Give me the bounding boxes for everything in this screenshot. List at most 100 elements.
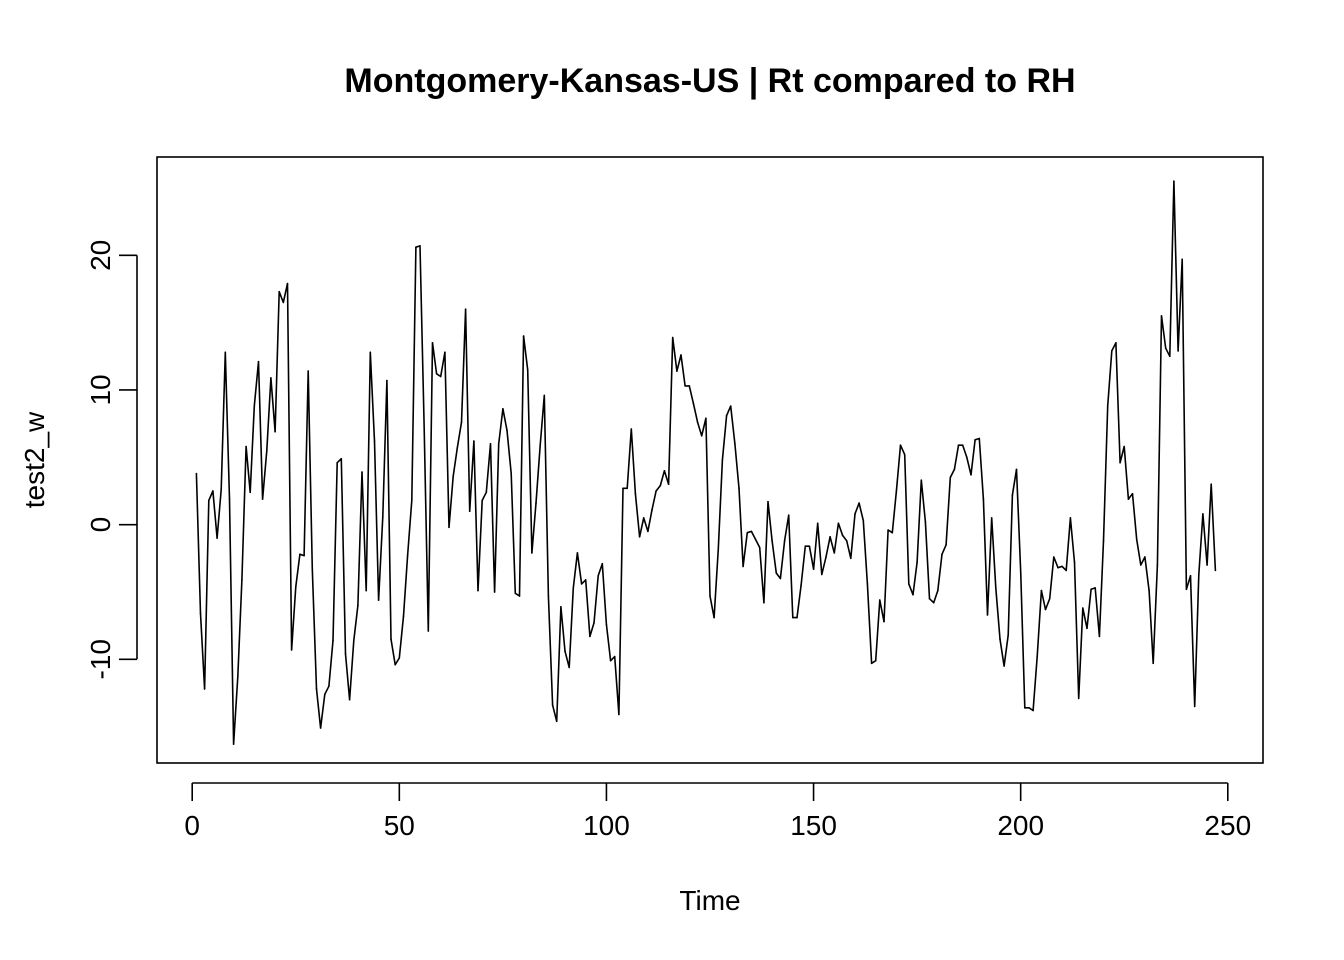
data-point: [1073, 561, 1076, 564]
data-point: [613, 655, 616, 658]
data-point: [659, 484, 662, 487]
data-point: [299, 553, 301, 556]
data-point: [642, 517, 645, 519]
data-point: [1140, 564, 1142, 566]
data-point: [1111, 350, 1113, 352]
x-tick-label: 250: [1204, 810, 1251, 841]
data-point: [705, 417, 707, 420]
data-point: [431, 342, 434, 344]
data-point: [539, 444, 541, 447]
data-point: [609, 659, 612, 662]
data-point: [394, 663, 397, 666]
data-point: [1214, 569, 1217, 572]
data-point: [746, 531, 749, 534]
data-point: [593, 622, 595, 624]
data-point: [1007, 634, 1009, 636]
data-point: [850, 557, 852, 560]
data-point: [249, 491, 251, 494]
data-point: [497, 443, 500, 445]
data-point: [340, 457, 343, 460]
data-point: [816, 522, 819, 525]
data-point: [224, 351, 227, 354]
data-point: [887, 529, 889, 531]
data-point: [580, 583, 583, 585]
data-point: [514, 592, 517, 595]
data-point: [522, 335, 525, 337]
data-point: [208, 499, 210, 502]
data-point: [493, 591, 496, 593]
data-point: [448, 526, 450, 529]
data-point: [709, 595, 711, 597]
data-point: [721, 459, 724, 461]
data-point: [398, 657, 401, 659]
data-point: [1102, 540, 1105, 542]
data-point: [1148, 589, 1150, 592]
data-point: [307, 370, 310, 372]
data-point: [879, 599, 881, 601]
data-point: [986, 614, 989, 616]
data-point: [1127, 498, 1130, 500]
data-point: [1119, 461, 1121, 464]
data-point: [1115, 342, 1117, 344]
data-point: [995, 587, 997, 589]
data-point: [961, 444, 964, 447]
data-point: [1011, 494, 1014, 496]
data-point: [353, 639, 355, 642]
data-point: [1210, 483, 1212, 486]
data-point: [282, 301, 285, 304]
data-point: [945, 544, 947, 546]
data-point: [1032, 709, 1034, 712]
data-point: [792, 616, 794, 619]
data-point: [253, 405, 256, 407]
data-point: [651, 509, 653, 511]
x-tick-label: 50: [384, 810, 415, 841]
data-point: [481, 499, 484, 502]
data-point: [266, 449, 268, 452]
data-point: [1069, 517, 1072, 519]
data-point: [729, 405, 732, 407]
data-point: [1173, 180, 1175, 182]
data-point: [203, 688, 206, 690]
data-point: [489, 443, 492, 445]
data-point: [895, 490, 898, 492]
data-point: [680, 354, 682, 356]
data-point: [1061, 565, 1063, 568]
data-point: [456, 447, 459, 449]
data-point: [1044, 608, 1047, 611]
data-point: [634, 492, 637, 495]
data-point: [241, 579, 243, 581]
data-point: [1131, 492, 1134, 495]
data-point: [290, 649, 293, 651]
x-tick-label: 100: [583, 810, 630, 841]
data-point: [286, 282, 289, 285]
data-point: [303, 554, 305, 557]
data-point: [779, 577, 782, 580]
data-point: [837, 522, 840, 525]
data-point: [957, 444, 960, 447]
chart-title: Montgomery-Kansas-US | Rt compared to RH: [344, 62, 1075, 100]
data-point: [439, 375, 442, 378]
data-point: [688, 385, 691, 387]
data-point: [1098, 635, 1101, 638]
data-point: [953, 468, 956, 471]
data-point: [1123, 445, 1125, 448]
data-point: [647, 530, 649, 533]
data-point: [597, 575, 599, 577]
data-point: [1106, 405, 1109, 407]
data-point: [891, 531, 894, 534]
data-point: [1003, 665, 1005, 667]
data-point: [924, 521, 927, 523]
data-point: [572, 587, 575, 589]
data-point: [1094, 587, 1096, 589]
y-axis: -10 0 10 20: [85, 240, 138, 680]
data-point: [419, 245, 421, 247]
series-points: [195, 180, 1217, 745]
data-point: [978, 437, 981, 440]
data-point: [767, 500, 769, 503]
data-point: [199, 612, 202, 615]
data-point: [841, 534, 844, 537]
data-point: [473, 440, 475, 442]
data-point: [696, 421, 699, 424]
data-point: [560, 606, 562, 608]
